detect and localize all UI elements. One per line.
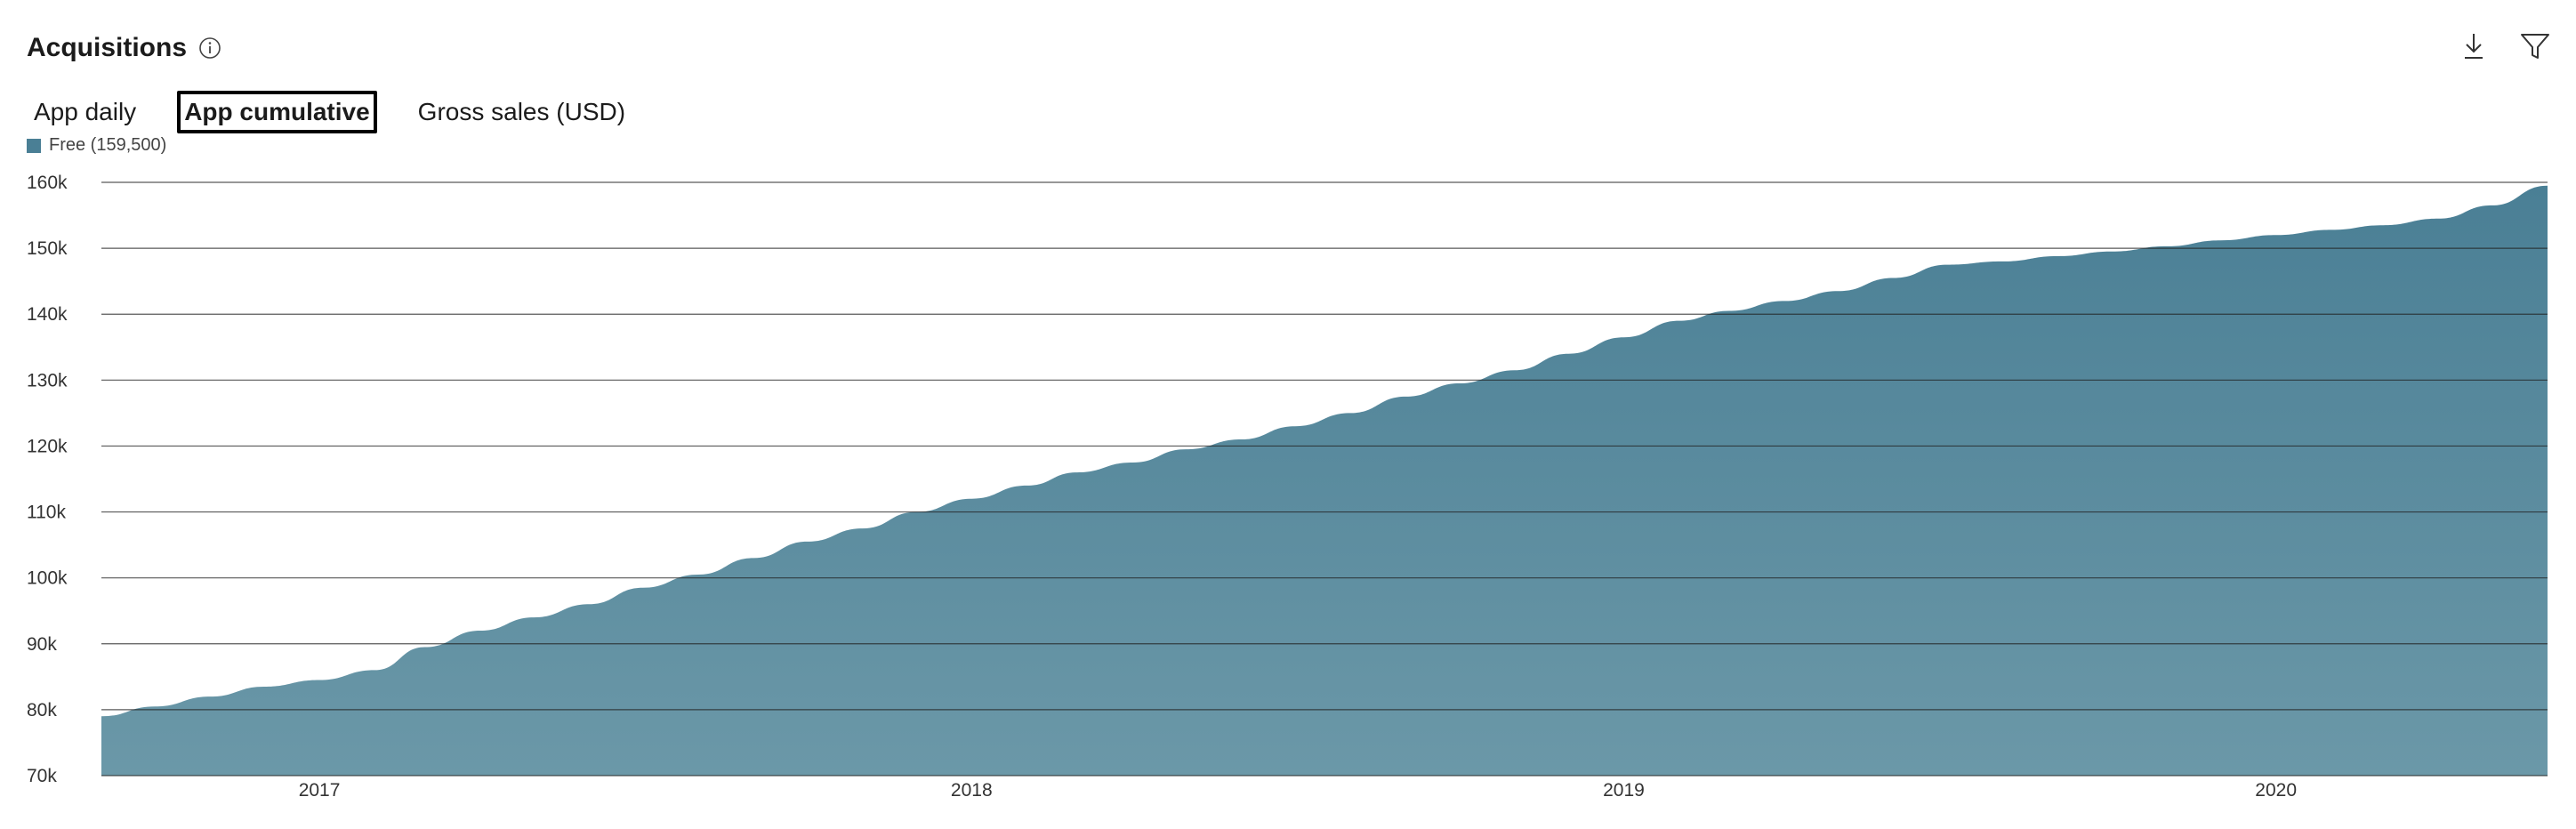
x-tick-label: 2018: [951, 780, 993, 801]
legend-swatch: [27, 138, 41, 153]
legend: Free (159,500): [27, 135, 166, 156]
tab-gross-sales[interactable]: Gross sales (USD): [417, 98, 626, 125]
tab-app-daily[interactable]: App daily: [34, 98, 137, 125]
y-tick-label: 140k: [27, 304, 68, 325]
x-tick-label: 2019: [1603, 780, 1645, 801]
y-tick-label: 100k: [27, 568, 68, 589]
series-area-free: [101, 185, 2548, 776]
tab-bar: App daily App cumulative Gross sales (US…: [27, 91, 666, 133]
chart-title: Acquisitions: [27, 30, 222, 66]
filter-icon[interactable]: [2519, 30, 2551, 62]
legend-label: Free (159,500): [49, 135, 167, 155]
title-text: Acquisitions: [27, 33, 188, 62]
info-icon[interactable]: [197, 36, 222, 60]
x-tick-label: 2017: [299, 780, 341, 801]
download-icon[interactable]: [2458, 30, 2490, 62]
y-tick-label: 160k: [27, 173, 68, 193]
y-tick-label: 90k: [27, 634, 57, 655]
y-tick-label: 110k: [27, 503, 66, 523]
y-tick-label: 70k: [27, 766, 57, 786]
y-tick-label: 130k: [27, 370, 68, 390]
y-tick-label: 120k: [27, 436, 68, 456]
tab-app-cumulative[interactable]: App cumulative: [177, 91, 377, 133]
x-tick-label: 2020: [2255, 780, 2297, 801]
y-tick-label: 150k: [27, 238, 68, 259]
y-tick-label: 80k: [27, 700, 57, 720]
